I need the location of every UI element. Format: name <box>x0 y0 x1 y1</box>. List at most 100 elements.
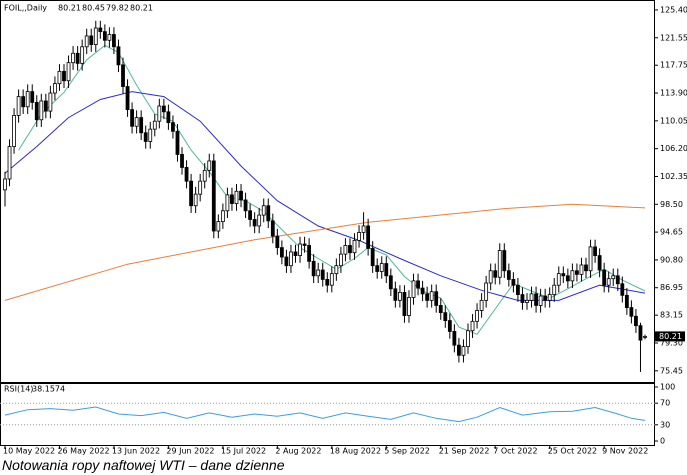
candle-body <box>634 315 638 327</box>
y-tick-label: 83.15 <box>660 311 683 320</box>
candle-body <box>411 280 416 298</box>
main-frame <box>0 0 655 383</box>
candle-body <box>575 270 579 275</box>
candle-body <box>252 219 257 227</box>
candle-body <box>588 246 593 272</box>
candle-body <box>175 130 180 155</box>
y-tick-label: 30 <box>660 420 670 429</box>
y-tick-label: 98.50 <box>660 200 683 209</box>
candle-body <box>379 263 384 272</box>
y-tick-label: 79.30 <box>660 338 683 347</box>
candle-body <box>393 288 398 301</box>
candle-body <box>547 294 552 301</box>
candle-body <box>488 270 493 284</box>
candle-body <box>102 31 107 41</box>
candle-body <box>497 250 502 278</box>
candle-body <box>556 273 561 286</box>
y-tick-label: 100 <box>660 383 675 392</box>
candle-body <box>502 250 507 272</box>
candle-body <box>529 293 534 301</box>
x-tick-label: 26 May 2022 <box>57 447 109 456</box>
candle-body <box>552 284 557 295</box>
candle-body <box>148 128 153 142</box>
candle-body <box>234 190 239 204</box>
candle-body <box>466 330 470 348</box>
moving-average <box>4 203 646 301</box>
candle-body <box>293 251 298 256</box>
candle-body <box>116 46 121 66</box>
y-tick-label: 121.55 <box>660 33 687 42</box>
y-tick-label: 110.05 <box>660 116 687 125</box>
candle-body <box>239 190 243 201</box>
candle-body <box>543 295 548 301</box>
candle-body <box>402 292 407 316</box>
candle-body <box>461 346 466 356</box>
chart: 125.40 121.55 117.75 113.90 110.05 106.20 102.… <box>0 0 687 456</box>
candle-body <box>615 275 620 285</box>
last-price-label: 80.21 <box>659 332 682 341</box>
candle-body <box>270 220 275 237</box>
candle-body <box>429 291 434 301</box>
candle-body <box>202 169 207 182</box>
y-tick-label: 94.65 <box>660 228 683 237</box>
candle-body <box>289 251 293 267</box>
x-tick-label: 9 Nov 2022 <box>602 447 648 456</box>
candle-body <box>53 83 57 94</box>
candle-body <box>511 279 516 286</box>
candle-body <box>420 287 425 295</box>
candle-body <box>470 320 475 332</box>
ohlc-value: 79.82 <box>106 4 129 13</box>
ohlc-value: 80.45 <box>82 4 105 13</box>
candle-body <box>384 263 389 277</box>
candle-body <box>248 210 253 220</box>
candle-body <box>166 111 171 124</box>
y-tick-label: 70 <box>660 399 670 408</box>
candle-body <box>257 214 262 227</box>
rsi-frame <box>0 383 655 446</box>
candle-body <box>629 307 634 317</box>
candle-body <box>338 253 343 267</box>
candle-body <box>597 255 602 271</box>
candle-body <box>375 265 380 272</box>
candle-body <box>579 264 584 275</box>
candle-body <box>93 27 98 46</box>
x-tick-label: 15 Jul 2022 <box>221 447 266 456</box>
x-tick-label: 18 Aug 2022 <box>330 447 381 456</box>
candle-body <box>565 275 570 282</box>
candle-body <box>329 273 334 286</box>
x-tick-label: 10 May 2022 <box>3 447 55 456</box>
x-tick-label: 29 Jun 2022 <box>166 447 214 456</box>
candle-body <box>75 52 80 64</box>
candle-body <box>388 275 393 290</box>
candle-body <box>230 194 234 204</box>
y-tick-label: 102.35 <box>660 172 687 181</box>
candle-body <box>316 269 321 277</box>
candle-body <box>207 160 212 171</box>
candle-body <box>21 96 26 108</box>
candle-body <box>493 270 498 278</box>
candle-body <box>180 154 184 168</box>
candle-body <box>107 34 112 41</box>
candle-body <box>298 243 302 256</box>
candle-body <box>348 245 352 254</box>
candle-body <box>320 269 325 280</box>
candle-body <box>184 167 189 182</box>
candle-body <box>457 344 461 356</box>
candle-body <box>538 295 543 306</box>
candle-body <box>57 70 62 85</box>
candle-body <box>334 265 339 275</box>
candle-body <box>361 225 366 233</box>
candle-body <box>125 86 130 111</box>
candle-body <box>139 117 144 134</box>
candle-body <box>516 284 520 295</box>
candle-body <box>620 283 625 296</box>
candle-body <box>447 320 452 332</box>
candle-body <box>366 225 371 249</box>
candle-body <box>520 294 525 303</box>
candle-body <box>25 91 30 108</box>
candle-body <box>130 109 134 127</box>
candle-body <box>189 180 193 207</box>
candle-body <box>479 299 484 311</box>
candle-body <box>407 297 411 316</box>
